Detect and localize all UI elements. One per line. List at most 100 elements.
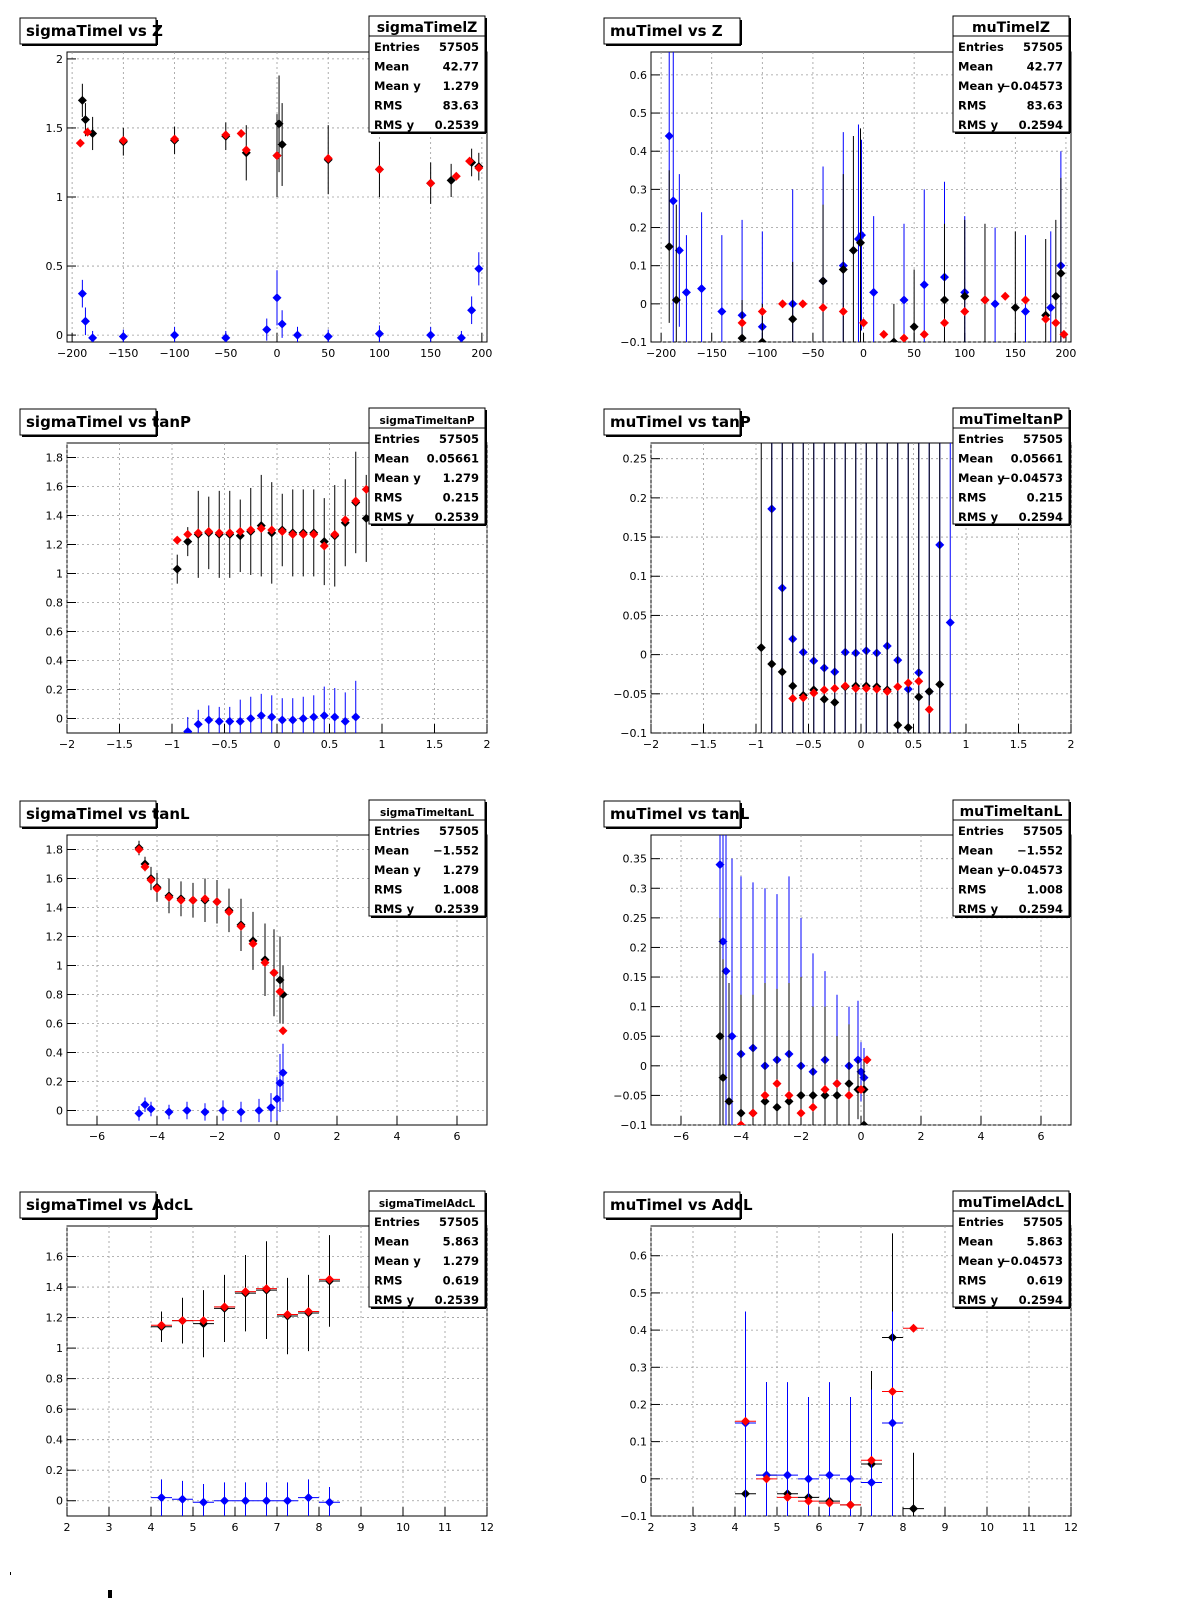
y-tick-label: 1: [56, 1342, 63, 1355]
x-tick-label: 10: [396, 1521, 410, 1534]
stats-box: [952, 15, 1070, 133]
x-tick-label: −4: [733, 1130, 749, 1143]
data-point-red: [75, 138, 85, 148]
data-point-black: [784, 1096, 794, 1106]
x-tick-label: −200: [57, 347, 87, 360]
data-point-black: [275, 975, 285, 985]
data-point-red: [152, 884, 162, 894]
y-tick-label: 1.8: [46, 844, 64, 857]
y-tick-label: 1.6: [46, 873, 64, 886]
data-point-red: [796, 1108, 806, 1118]
x-tick-label: 1: [963, 738, 970, 751]
data-point-blue: [254, 1106, 264, 1115]
data-point-red: [1041, 314, 1051, 324]
data-point-red: [288, 529, 298, 539]
y-tick-label: 1: [56, 960, 63, 973]
y-tick-label: 0.2: [630, 941, 648, 954]
plot-title: sigmaTimel vs tanP: [26, 413, 191, 431]
y-tick-label: 0.35: [623, 853, 648, 866]
data-point-blue: [474, 264, 484, 274]
stats-value: 0.2539: [435, 1293, 479, 1307]
data-point-blue: [990, 299, 1000, 309]
data-point-red: [82, 127, 92, 137]
x-tick-label: 7: [858, 1521, 865, 1534]
stats-key: RMS: [374, 491, 403, 505]
data-point-red: [275, 987, 285, 997]
data-point-red: [757, 306, 767, 316]
x-tick-label: −1: [748, 738, 764, 751]
data-point-red: [164, 892, 174, 902]
x-tick-label: −50: [214, 347, 237, 360]
plot-panel: −6 −4 −2 0 2 4 6 0 0.2 0.4 0.6 0.8 1 1.2 1.4 1.6 1.8 sigm…: [19, 799, 488, 1143]
x-tick-label: −2: [209, 1130, 225, 1143]
y-tick-label: 1: [56, 568, 63, 581]
data-point-blue: [182, 1106, 192, 1115]
x-tick-label: −200: [646, 347, 676, 360]
data-point-black: [274, 119, 284, 129]
stats-key: Mean: [958, 1235, 993, 1249]
x-tick-label: −2: [59, 738, 75, 751]
stats-key: Mean y: [958, 1254, 1005, 1268]
x-tick-label: −6: [673, 1130, 689, 1143]
stats-value: −0.04573: [1001, 79, 1063, 93]
data-point-blue: [77, 289, 87, 299]
data-point-blue: [134, 1108, 144, 1118]
data-point-black: [855, 238, 865, 248]
stats-key: RMS: [374, 99, 403, 113]
data-point-blue: [88, 333, 98, 342]
y-tick-label: 0.6: [630, 1250, 648, 1263]
stats-value: 1.279: [443, 1254, 479, 1268]
data-point-black: [757, 337, 767, 342]
data-point-black: [788, 681, 798, 691]
data-point-black: [736, 1108, 746, 1118]
stats-key: Mean y: [958, 79, 1005, 93]
stats-key: RMS y: [958, 902, 999, 916]
stats-value: 0.2594: [1019, 118, 1063, 132]
data-point-blue: [267, 712, 277, 722]
plot-panel: 2 3 4 5 6 7 8 9 10 11 12 0 0.2 0.4 0.6 0.8 1 1.2 1.4 1.6 sig…: [19, 1190, 494, 1534]
data-point-red: [1020, 295, 1030, 305]
y-tick-label: 0: [640, 1473, 647, 1486]
y-tick-label: −0.1: [620, 1119, 647, 1132]
data-layer: [664, 52, 1069, 342]
data-point-blue: [721, 966, 731, 976]
y-tick-label: 1.5: [46, 122, 64, 135]
data-point-red: [298, 529, 308, 539]
data-point-blue: [164, 1107, 174, 1117]
data-point-red: [851, 683, 861, 693]
data-point-red: [862, 1055, 872, 1065]
plot-title: muTimel vs Z: [610, 22, 723, 40]
data-layer: [735, 1233, 924, 1516]
stats-value: 1.279: [443, 863, 479, 877]
data-point-black: [796, 1090, 806, 1100]
x-tick-label: 5: [774, 1521, 781, 1534]
data-point-red: [221, 130, 231, 140]
y-tick-label: 0.1: [630, 1001, 648, 1014]
stats-key: RMS y: [374, 1293, 415, 1307]
y-tick-label: 0.1: [630, 260, 648, 273]
data-layer: [134, 840, 288, 1123]
data-point-red: [200, 894, 210, 904]
x-tick-label: −50: [801, 347, 824, 360]
x-tick-label: 0: [274, 1130, 281, 1143]
y-tick-label: −0.05: [613, 1089, 647, 1102]
data-point-black: [767, 659, 777, 669]
data-point-blue: [727, 1031, 737, 1041]
y-tick-label: 0.1: [630, 570, 648, 583]
data-point-blue: [170, 330, 180, 340]
data-point-red: [260, 958, 270, 968]
plot-title: sigmaTimel vs tanL: [26, 805, 190, 823]
data-point-blue: [351, 712, 361, 722]
y-tick-label: 0.6: [630, 69, 648, 82]
data-point-red: [272, 151, 282, 161]
stats-name: sigmaTimeltanP: [379, 415, 474, 427]
data-point-black: [844, 1079, 854, 1089]
data-point-black: [935, 679, 945, 689]
stats-key: Mean: [374, 60, 409, 74]
title-box: [603, 408, 741, 436]
data-point-red: [899, 333, 909, 342]
data-point-black: [889, 337, 899, 342]
data-point-red: [220, 1302, 229, 1312]
x-tick-label: 9: [942, 1521, 949, 1534]
